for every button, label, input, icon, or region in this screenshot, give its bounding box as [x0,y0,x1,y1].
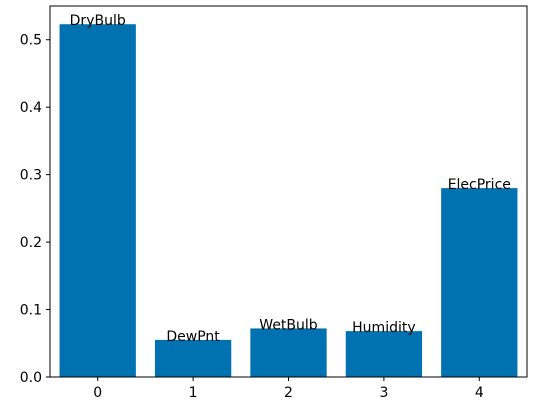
bar-label: DryBulb [70,13,126,29]
y-tick-label: 0.0 [20,370,42,386]
y-tick-label: 0.2 [20,235,42,251]
bar-wetbulb [250,328,327,377]
y-tick-label: 0.4 [20,100,42,116]
bar-group [59,24,518,377]
y-axis-ticks: 0.0 0.1 0.2 0.3 0.4 0.5 [20,33,50,386]
x-axis-ticks: 0 1 2 3 4 [93,377,484,401]
plot-frame [49,5,528,378]
bar-label: WetBulb [259,317,317,333]
x-tick-label: 0 [93,385,102,401]
bar-label-group: DryBulb DewPnt WetBulb Humidity ElecPrice [70,13,511,345]
x-tick-label: 3 [379,385,388,401]
bar-humidity [345,331,423,377]
bar-label: DewPnt [166,329,220,345]
y-tick-label: 0.1 [20,303,42,319]
bar-dewpnt [154,339,232,377]
bar-label: Humidity [352,320,415,336]
x-tick-label: 4 [475,385,484,401]
y-tick-label: 0.3 [20,168,42,184]
x-tick-label: 1 [189,385,198,401]
bar-label: ElecPrice [448,177,511,193]
bar-elecprice [441,188,518,377]
bar-drybulb [59,24,136,377]
y-tick-label: 0.5 [20,33,42,49]
x-tick-label: 2 [284,385,293,401]
